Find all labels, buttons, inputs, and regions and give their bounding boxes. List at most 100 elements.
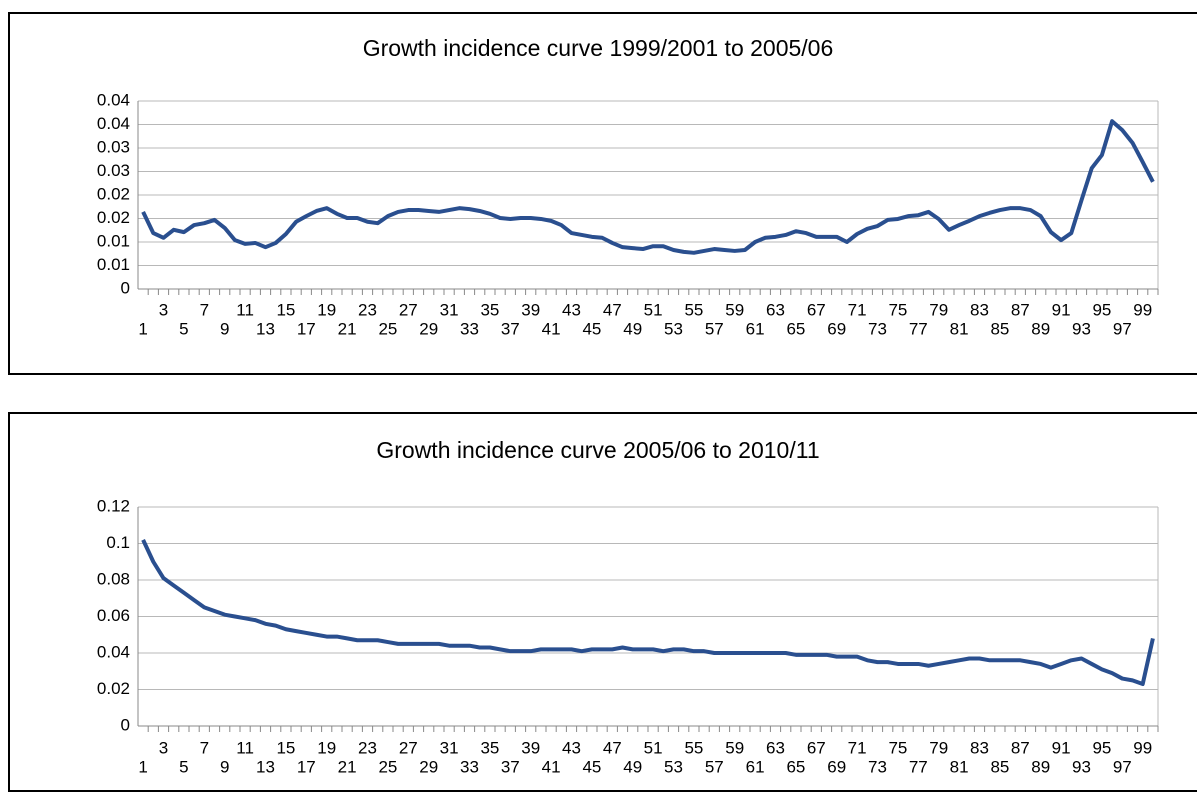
x-tick-label: 7 xyxy=(200,738,209,757)
x-tick-label: 47 xyxy=(603,738,622,757)
x-tick-label: 17 xyxy=(297,757,316,776)
x-tick-label: 41 xyxy=(542,319,561,338)
x-tick-label: 93 xyxy=(1072,757,1091,776)
x-tick-label: 27 xyxy=(399,738,418,757)
y-tick-label: 0.02 xyxy=(97,208,130,227)
x-tick-label: 85 xyxy=(990,319,1009,338)
x-tick-label: 19 xyxy=(317,738,336,757)
x-tick-label: 29 xyxy=(419,757,438,776)
x-tick-label: 65 xyxy=(786,319,805,338)
x-tick-label: 45 xyxy=(582,319,601,338)
y-tick-label: 0.01 xyxy=(97,255,130,274)
x-tick-label: 17 xyxy=(297,319,316,338)
y-tick-label: 0.01 xyxy=(97,231,130,250)
x-tick-label: 35 xyxy=(480,300,499,319)
x-tick-label: 25 xyxy=(378,319,397,338)
x-tick-label: 57 xyxy=(705,319,724,338)
x-tick-label: 11 xyxy=(236,300,254,319)
x-tick-label: 33 xyxy=(460,319,479,338)
x-tick-label: 1 xyxy=(138,319,147,338)
x-tick-label: 63 xyxy=(766,300,785,319)
chart-frame xyxy=(8,412,1197,792)
x-tick-label: 31 xyxy=(440,300,459,319)
x-tick-label: 23 xyxy=(358,300,377,319)
x-tick-label: 41 xyxy=(542,757,561,776)
x-tick-label: 37 xyxy=(501,319,520,338)
x-tick-label: 99 xyxy=(1133,738,1152,757)
x-tick-label: 63 xyxy=(766,738,785,757)
x-tick-label: 9 xyxy=(220,319,229,338)
y-tick-label: 0.04 xyxy=(97,90,130,109)
x-tick-label: 61 xyxy=(746,757,765,776)
y-tick-label: 0 xyxy=(121,715,130,734)
x-tick-label: 57 xyxy=(705,757,724,776)
x-tick-label: 51 xyxy=(644,738,663,757)
x-tick-label: 99 xyxy=(1133,300,1152,319)
x-tick-label: 97 xyxy=(1113,757,1132,776)
x-tick-label: 21 xyxy=(338,757,357,776)
x-tick-label: 39 xyxy=(521,738,540,757)
x-tick-label: 31 xyxy=(440,738,459,757)
x-tick-label: 77 xyxy=(909,757,928,776)
x-tick-label: 91 xyxy=(1052,738,1071,757)
data-line xyxy=(141,119,1155,255)
x-tick-label: 27 xyxy=(399,300,418,319)
x-tick-label: 55 xyxy=(684,738,703,757)
x-tick-label: 5 xyxy=(179,319,188,338)
x-tick-label: 7 xyxy=(200,300,209,319)
y-tick-label: 0.04 xyxy=(97,114,130,133)
x-tick-label: 3 xyxy=(159,300,168,319)
y-tick-label: 0.08 xyxy=(97,569,130,588)
chart-title: Growth incidence curve 1999/2001 to 2005… xyxy=(363,35,834,61)
x-tick-label: 83 xyxy=(970,738,989,757)
x-tick-label: 15 xyxy=(276,300,295,319)
x-tick-label: 79 xyxy=(929,300,948,319)
x-tick-label: 75 xyxy=(888,300,907,319)
data-line xyxy=(141,539,1155,687)
x-tick-label: 95 xyxy=(1092,300,1111,319)
x-tick-label: 11 xyxy=(236,738,254,757)
x-tick-label: 85 xyxy=(990,757,1009,776)
x-tick-label: 83 xyxy=(970,300,989,319)
x-tick-label: 53 xyxy=(664,757,683,776)
x-tick-label: 35 xyxy=(480,738,499,757)
x-tick-label: 59 xyxy=(725,300,744,319)
x-tick-label: 87 xyxy=(1011,300,1030,319)
x-tick-label: 89 xyxy=(1031,757,1050,776)
y-tick-label: 0.1 xyxy=(106,533,130,552)
x-tick-label: 3 xyxy=(159,738,168,757)
x-tick-label: 15 xyxy=(276,738,295,757)
x-tick-label: 61 xyxy=(746,319,765,338)
x-tick-label: 69 xyxy=(827,319,846,338)
x-tick-label: 55 xyxy=(684,300,703,319)
x-tick-label: 47 xyxy=(603,300,622,319)
x-tick-label: 49 xyxy=(623,757,642,776)
x-tick-label: 5 xyxy=(179,757,188,776)
x-tick-label: 43 xyxy=(562,300,581,319)
x-tick-label: 67 xyxy=(807,738,826,757)
x-tick-label: 91 xyxy=(1052,300,1071,319)
x-tick-label: 75 xyxy=(888,738,907,757)
x-tick-label: 9 xyxy=(220,757,229,776)
x-tick-label: 49 xyxy=(623,319,642,338)
x-tick-label: 73 xyxy=(868,319,887,338)
y-tick-label: 0.04 xyxy=(97,642,130,661)
y-tick-label: 0.02 xyxy=(97,679,130,698)
y-tick-label: 0.12 xyxy=(97,496,130,515)
x-tick-label: 67 xyxy=(807,300,826,319)
y-tick-label: 0.02 xyxy=(97,184,130,203)
chart-frame xyxy=(8,12,1197,375)
chart-title: Growth incidence curve 2005/06 to 2010/1… xyxy=(376,437,819,463)
x-tick-label: 65 xyxy=(786,757,805,776)
y-tick-label: 0.03 xyxy=(97,161,130,180)
x-tick-label: 23 xyxy=(358,738,377,757)
x-tick-label: 89 xyxy=(1031,319,1050,338)
x-tick-label: 77 xyxy=(909,319,928,338)
x-tick-label: 1 xyxy=(138,757,147,776)
x-tick-label: 37 xyxy=(501,757,520,776)
x-tick-label: 69 xyxy=(827,757,846,776)
x-tick-label: 19 xyxy=(317,300,336,319)
x-tick-label: 79 xyxy=(929,738,948,757)
y-tick-label: 0 xyxy=(121,278,130,297)
